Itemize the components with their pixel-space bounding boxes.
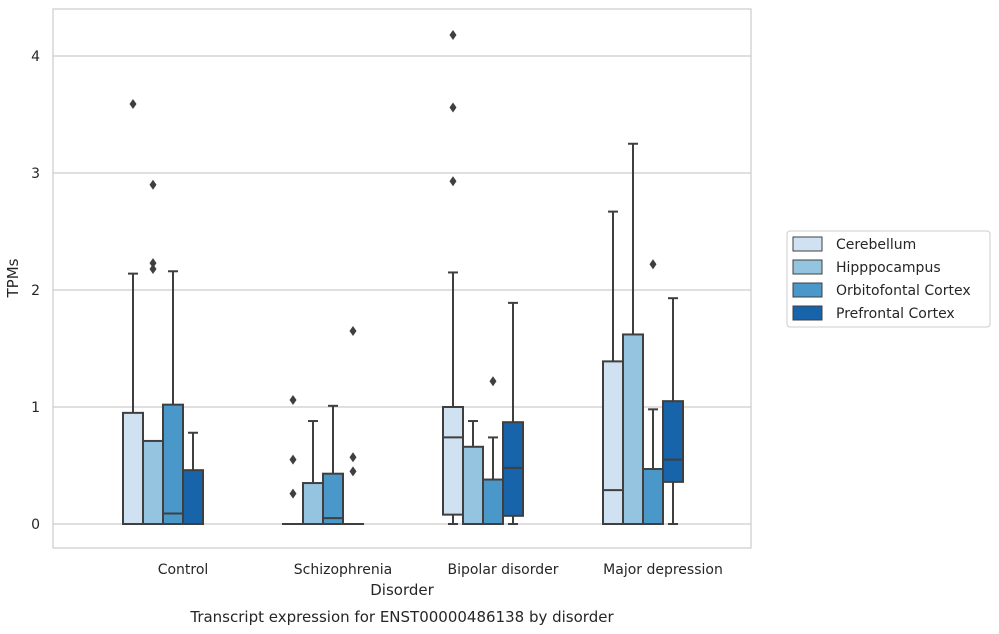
outlier-point — [149, 258, 157, 269]
y-tick-label: 2 — [31, 283, 40, 299]
box-body — [322, 472, 344, 526]
legend-label: Cerebellum — [836, 237, 916, 253]
x-axis-ticks: Control Schizophrenia Bipolar disorder Majo… — [158, 562, 723, 578]
y-tick-label: 1 — [31, 400, 40, 416]
box-0-1 — [282, 394, 304, 526]
outlier-point — [449, 29, 457, 40]
box-body — [482, 478, 504, 526]
outlier-point — [349, 325, 357, 336]
outlier-point — [289, 454, 297, 465]
legend-swatch — [792, 236, 823, 252]
box-3-0 — [182, 431, 204, 525]
outlier-point — [349, 466, 357, 477]
outlier-point — [449, 176, 457, 187]
legend-frame — [786, 230, 991, 328]
box-body — [602, 360, 624, 525]
legend-swatch — [792, 305, 823, 321]
box-1-2 — [462, 420, 484, 525]
x-tick-label: Control — [158, 562, 209, 578]
box-body — [442, 406, 464, 516]
box-3-2 — [502, 301, 524, 525]
legend-label: Hipppocampus — [836, 260, 941, 276]
box-2-0 — [162, 270, 184, 525]
box-3-3 — [662, 297, 684, 525]
box-0-3 — [602, 210, 624, 525]
box-body — [302, 482, 324, 525]
box-body — [662, 400, 684, 483]
box-0-2 — [442, 29, 464, 525]
box-body — [642, 468, 664, 526]
y-tick-label: 4 — [31, 49, 40, 65]
x-axis-label: Disorder — [370, 581, 434, 599]
y-axis-ticks: 0 1 2 3 4 — [31, 49, 40, 533]
box-body — [502, 421, 524, 517]
x-tick-label: Schizophrenia — [294, 562, 392, 578]
outlier-point — [289, 394, 297, 405]
outlier-point — [129, 98, 137, 109]
box-1-3 — [622, 142, 644, 525]
outlier-point — [149, 179, 157, 190]
legend-label: Orbitofontal Cortex — [836, 283, 971, 299]
legend-swatch — [792, 259, 823, 275]
box-3-1 — [342, 325, 364, 526]
legend-label: Prefrontal Cortex — [836, 306, 955, 322]
box-2-3 — [642, 259, 664, 526]
outlier-point — [449, 102, 457, 113]
y-axis-label: TPMs — [4, 258, 22, 298]
box-2-2 — [482, 376, 504, 526]
legend: Cerebellum Hipppocampus Orbitofontal Corte… — [786, 230, 991, 328]
box-body — [142, 439, 164, 525]
outlier-point — [349, 452, 357, 463]
y-tick-label: 0 — [31, 517, 40, 533]
x-tick-label: Major depression — [603, 562, 723, 578]
box-body — [462, 445, 484, 525]
legend-swatch — [792, 282, 823, 298]
outlier-point — [289, 488, 297, 499]
outlier-point — [149, 263, 157, 274]
y-tick-label: 3 — [31, 166, 40, 182]
outlier-point — [489, 376, 497, 387]
box-body — [122, 411, 144, 526]
box-body — [162, 403, 184, 525]
box-2-1 — [322, 404, 344, 526]
x-tick-label: Bipolar disorder — [447, 562, 558, 578]
outlier-point — [649, 259, 657, 270]
box-series — [122, 29, 684, 526]
box-body — [622, 333, 644, 525]
box-body — [182, 469, 204, 525]
box-0-0 — [122, 98, 144, 526]
plot-frame — [52, 8, 752, 549]
chart-caption: Transcript expression for ENST0000048613… — [189, 608, 614, 626]
